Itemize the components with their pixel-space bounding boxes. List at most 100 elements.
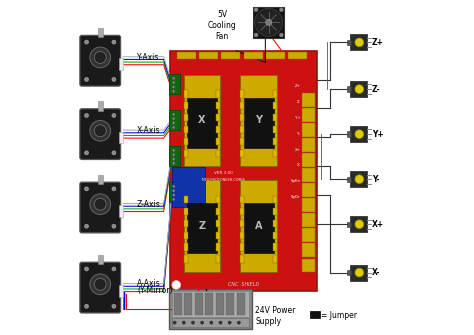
Text: X-Axis: X-Axis xyxy=(137,126,160,135)
Bar xyxy=(172,167,205,207)
Circle shape xyxy=(112,151,116,155)
Bar xyxy=(169,146,180,166)
Bar xyxy=(273,150,277,157)
Bar xyxy=(187,203,217,254)
Circle shape xyxy=(94,198,106,210)
Bar xyxy=(216,293,224,315)
Bar xyxy=(244,52,263,59)
Circle shape xyxy=(172,122,175,124)
Text: Y-: Y- xyxy=(297,132,301,136)
Bar xyxy=(216,102,220,110)
Bar xyxy=(347,86,351,92)
Circle shape xyxy=(191,321,195,324)
Bar xyxy=(183,114,188,121)
Circle shape xyxy=(237,321,240,324)
Text: Y-: Y- xyxy=(372,175,380,184)
Bar xyxy=(350,35,367,50)
Circle shape xyxy=(112,40,116,44)
Circle shape xyxy=(172,185,175,188)
Bar xyxy=(240,114,244,121)
Bar xyxy=(266,52,285,59)
Bar xyxy=(216,150,220,157)
Bar xyxy=(240,126,244,133)
Bar xyxy=(350,81,367,97)
Bar xyxy=(216,90,220,97)
Bar xyxy=(240,208,244,215)
Bar xyxy=(183,208,188,215)
Text: VER 3.00: VER 3.00 xyxy=(214,171,233,175)
Text: 24V Power
Supply: 24V Power Supply xyxy=(255,306,296,326)
Text: SpDr: SpDr xyxy=(291,195,301,199)
Circle shape xyxy=(94,51,106,63)
Bar xyxy=(350,216,367,232)
Text: = Jumper: = Jumper xyxy=(321,311,357,320)
Circle shape xyxy=(94,125,106,137)
Bar xyxy=(273,138,277,145)
Text: X-: X- xyxy=(297,163,301,167)
Bar xyxy=(302,184,315,197)
Bar xyxy=(347,177,351,182)
Circle shape xyxy=(172,162,175,165)
Text: X: X xyxy=(198,115,206,125)
Bar xyxy=(350,265,367,281)
Bar xyxy=(240,138,244,145)
Circle shape xyxy=(84,77,89,81)
Bar xyxy=(350,126,367,142)
Bar xyxy=(302,153,315,166)
Text: Z-Axis: Z-Axis xyxy=(137,200,161,209)
Bar xyxy=(347,131,351,137)
Circle shape xyxy=(172,126,175,129)
Bar xyxy=(302,138,315,152)
Bar xyxy=(240,102,244,110)
Circle shape xyxy=(112,77,116,81)
FancyBboxPatch shape xyxy=(80,36,120,86)
Bar xyxy=(195,293,203,315)
Text: INFO.PROTONEER.COM/S: INFO.PROTONEER.COM/S xyxy=(202,179,246,183)
Bar xyxy=(98,102,102,111)
Circle shape xyxy=(182,321,185,324)
Bar xyxy=(199,52,218,59)
Bar xyxy=(183,150,188,157)
Circle shape xyxy=(172,189,175,192)
Bar xyxy=(98,175,102,184)
Circle shape xyxy=(279,8,283,12)
Bar xyxy=(183,181,220,272)
Circle shape xyxy=(173,321,176,324)
Bar xyxy=(183,126,188,133)
Bar xyxy=(240,231,244,239)
Bar xyxy=(216,138,220,145)
Circle shape xyxy=(201,321,204,324)
Bar xyxy=(172,318,249,327)
Bar xyxy=(183,244,188,251)
Bar xyxy=(226,293,234,315)
Bar xyxy=(347,270,351,275)
Bar xyxy=(169,182,180,202)
Bar xyxy=(302,123,315,137)
Bar xyxy=(172,291,249,317)
Bar xyxy=(221,52,240,59)
Circle shape xyxy=(84,304,89,308)
Text: Z+: Z+ xyxy=(372,38,384,47)
Circle shape xyxy=(172,153,175,156)
Bar xyxy=(177,52,196,59)
Bar xyxy=(302,213,315,227)
Text: Y: Y xyxy=(255,115,262,125)
Circle shape xyxy=(172,117,175,120)
Text: 5V
Cooling
Fan: 5V Cooling Fan xyxy=(208,10,237,41)
Circle shape xyxy=(84,114,89,118)
Circle shape xyxy=(90,121,110,141)
Bar xyxy=(169,110,180,130)
Bar xyxy=(240,150,244,157)
Circle shape xyxy=(172,81,175,84)
Circle shape xyxy=(172,90,175,93)
Text: A-Axis: A-Axis xyxy=(137,279,161,288)
Text: X+: X+ xyxy=(372,220,384,229)
Circle shape xyxy=(112,267,116,271)
Bar xyxy=(302,198,315,212)
Circle shape xyxy=(355,130,364,138)
Circle shape xyxy=(84,151,89,155)
Bar xyxy=(302,169,315,182)
Circle shape xyxy=(172,158,175,160)
Bar xyxy=(169,74,180,94)
Bar xyxy=(118,285,123,297)
